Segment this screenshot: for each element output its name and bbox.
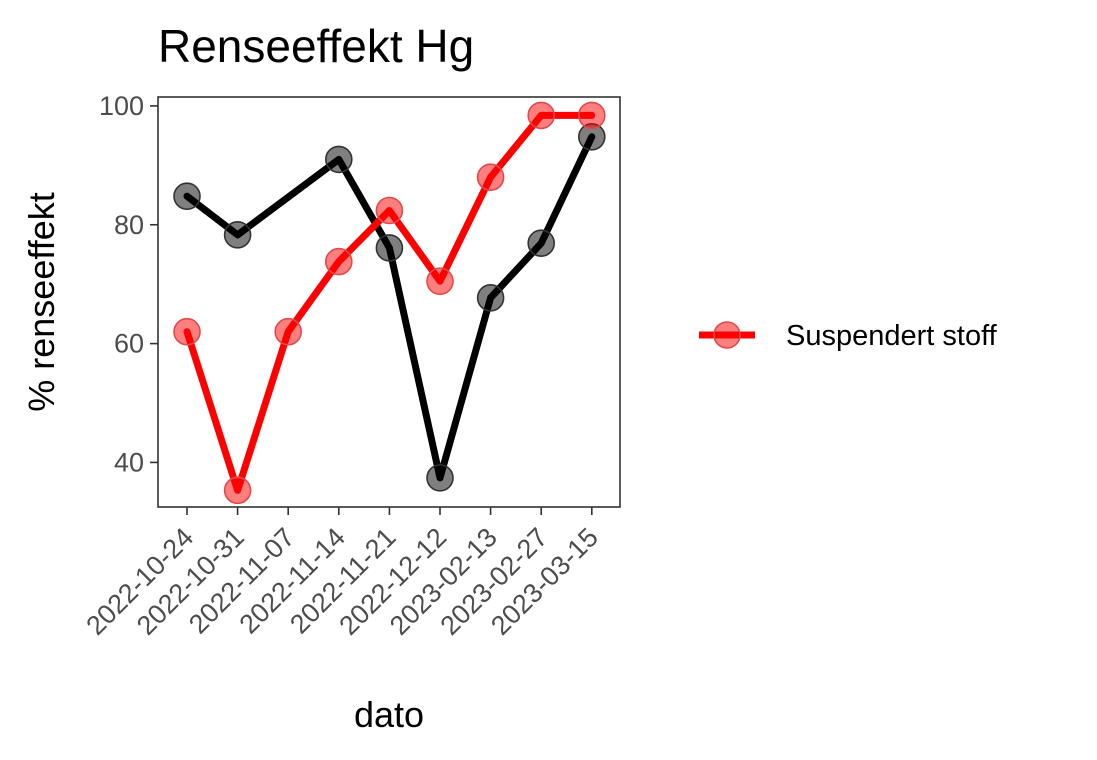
series-1-point (223, 476, 252, 505)
series-line-1 (183, 111, 596, 494)
series-line-0 (183, 133, 596, 482)
x-axis-title: dato (354, 694, 424, 735)
series-1-point (375, 196, 404, 225)
chart-title: Renseeffekt Hg (158, 20, 474, 72)
legend-key-point (713, 321, 741, 349)
legend: Suspendert stoff (699, 320, 998, 352)
x-axis: 2022-10-242022-10-312022-11-072022-11-14… (80, 507, 604, 641)
series-1-point (527, 101, 556, 130)
series-0-point (223, 221, 252, 249)
y-tick-label: 40 (114, 447, 144, 477)
series-1-point (426, 267, 454, 296)
series-1-point (476, 163, 505, 192)
series-0-point (324, 145, 353, 174)
series-1-point (577, 101, 606, 130)
series-1-point (173, 317, 201, 346)
series-0-point (527, 229, 556, 257)
series-0-point (173, 182, 201, 211)
y-tick-label: 100 (99, 91, 144, 121)
series-0-point (426, 464, 454, 492)
y-axis-title: % renseeffekt (21, 192, 62, 411)
series-0-point (375, 234, 404, 262)
series-0-point (476, 284, 505, 312)
series-1-point (324, 247, 353, 276)
plot-panel-border (157, 96, 621, 508)
y-tick-label: 60 (114, 329, 144, 359)
plot-area (173, 101, 606, 505)
y-tick-label: 80 (114, 210, 144, 240)
y-axis: 40 60 80 100 (99, 91, 158, 477)
legend-label: Suspendert stoff (786, 320, 998, 352)
series-1-point (274, 317, 303, 346)
